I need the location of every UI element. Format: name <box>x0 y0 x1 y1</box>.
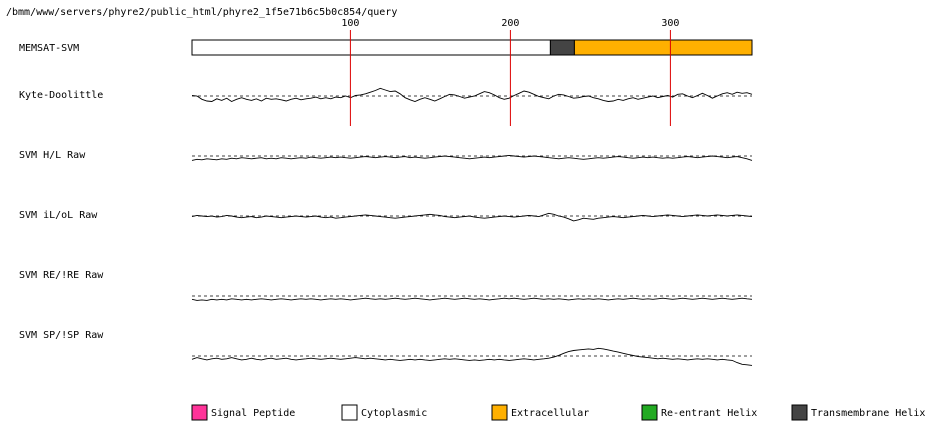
segment-extracellular <box>573 39 753 56</box>
tick-label-300: 300 <box>661 18 679 29</box>
segment-cytoplasmic <box>191 39 551 56</box>
legend-label: Cytoplasmic <box>361 408 427 419</box>
memsat-topology-bar <box>191 39 753 56</box>
trace-svm-il-ol-raw <box>191 212 753 222</box>
track-label: SVM H/L Raw <box>19 150 86 161</box>
legend-swatch <box>641 404 658 421</box>
trace-svm-re-re-raw <box>191 297 753 301</box>
ruler-ticks: 100 200 300 <box>341 18 679 29</box>
legend-item-transmembrane-helix: Transmembrane Helix <box>791 404 925 421</box>
trace-kyte-doolittle <box>191 87 753 103</box>
legend-label: Re-entrant Helix <box>661 408 757 419</box>
track-kyte-doolittle: Kyte-Doolittle <box>19 87 753 103</box>
legend-swatch <box>791 404 808 421</box>
track-label: SVM iL/oL Raw <box>19 210 98 221</box>
legend-label: Signal Peptide <box>211 408 295 419</box>
ruler-tick-lines <box>349 30 671 126</box>
legend-swatch <box>341 404 358 421</box>
legend: Signal Peptide Cytoplasmic Extracellular Re… <box>191 404 925 421</box>
track-svm-re-re-raw: SVM RE/!RE Raw <box>19 270 753 301</box>
track-label: Kyte-Doolittle <box>19 90 103 101</box>
tick-label-100: 100 <box>341 18 359 29</box>
prediction-tracks: Kyte-Doolittle SVM H/L Raw SVM iL/oL Raw SV… <box>19 87 753 366</box>
legend-item-re-entrant-helix: Re-entrant Helix <box>641 404 757 421</box>
track-svm-h-l-raw: SVM H/L Raw <box>19 150 753 161</box>
legend-item-extracellular: Extracellular <box>491 404 589 421</box>
legend-label: Extracellular <box>511 408 589 419</box>
trace-svm-sp-sp-raw <box>191 347 753 366</box>
legend-swatch <box>491 404 508 421</box>
track-label: SVM RE/!RE Raw <box>19 270 104 281</box>
segment-transmembrane <box>549 39 575 56</box>
tick-label-200: 200 <box>501 18 519 29</box>
legend-item-cytoplasmic: Cytoplasmic <box>341 404 427 421</box>
track-label: SVM SP/!SP Raw <box>19 330 104 341</box>
memsat-label: MEMSAT-SVM <box>19 43 79 54</box>
track-svm-il-ol-raw: SVM iL/oL Raw <box>19 210 753 222</box>
chart-title: /bmm/www/servers/phyre2/public_html/phyr… <box>6 7 397 18</box>
legend-item-signal-peptide: Signal Peptide <box>191 404 295 421</box>
legend-swatch <box>191 404 208 421</box>
legend-label: Transmembrane Helix <box>811 408 925 419</box>
trace-svm-h-l-raw <box>191 154 753 161</box>
track-svm-sp-sp-raw: SVM SP/!SP Raw <box>19 330 753 366</box>
